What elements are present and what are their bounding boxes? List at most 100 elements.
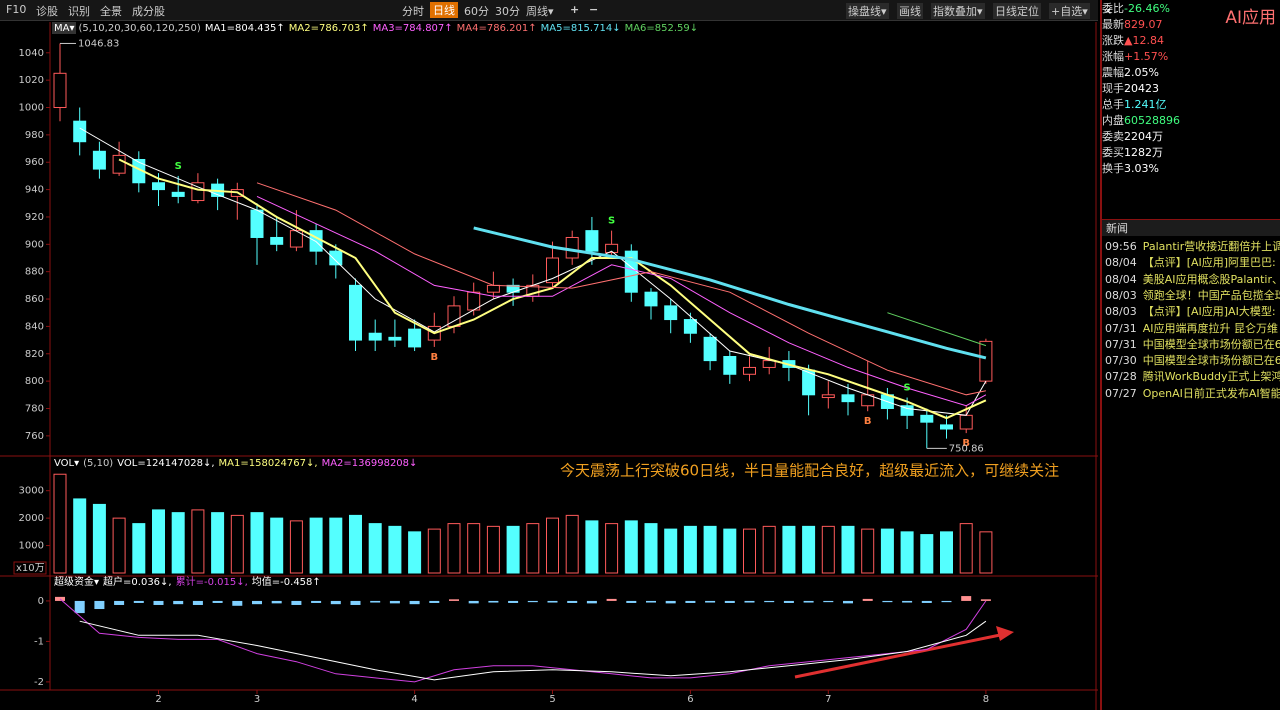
signal-label: S <box>608 216 615 227</box>
fund-bar <box>173 600 184 605</box>
indicator-box <box>52 22 76 34</box>
news-item[interactable]: 08/04 美股AI应用概念股Palantir、 <box>1105 271 1280 287</box>
legend-entry: (5,10) <box>83 458 113 469</box>
high-label: 1046.83 <box>78 38 119 49</box>
volume-bar <box>664 528 678 574</box>
y-tick-label: 860 <box>25 294 44 305</box>
volume-bar <box>526 523 540 574</box>
tool-button[interactable]: F10 <box>6 3 27 16</box>
volume-bar <box>743 528 756 574</box>
period-tab[interactable]: 日线 <box>430 2 458 18</box>
x-tick-label: 5 <box>549 694 555 705</box>
quote-label: 涨跌 <box>1102 34 1124 47</box>
ma-line <box>473 226 987 360</box>
legend-entry: 超户=0.036↓, <box>103 575 172 588</box>
news-item[interactable]: 08/03 【点评】[AI应用]AI大模型: <box>1105 303 1280 319</box>
volume-bar <box>703 525 717 574</box>
candle-body <box>349 284 362 341</box>
news-time: 08/03 <box>1105 288 1137 302</box>
news-time: 09:56 <box>1105 240 1137 253</box>
ma-line <box>59 598 987 683</box>
news-item[interactable]: 08/04 【点评】[AI应用]阿里巴巴: <box>1105 254 1280 270</box>
tool-button[interactable]: 日线定位 <box>993 3 1041 19</box>
news-text: AI应用端再度拉升 昆仑万维 <box>1142 321 1278 335</box>
news-time: 08/04 <box>1105 256 1137 270</box>
annotation: 今天震荡上行突破60日线，半日量能配合良好，超级最近流入，可继续关注 <box>560 462 1059 480</box>
volume-bar <box>624 520 638 574</box>
tool-button[interactable]: 成分股 <box>132 5 165 18</box>
news-time: 08/04 <box>1105 272 1137 286</box>
y-tick-label: 960 <box>25 157 44 168</box>
news-item[interactable]: 07/31 AI应用端再度拉升 昆仑万维 <box>1105 320 1280 336</box>
legend-entry: MA1=804.435↑ <box>205 23 285 34</box>
news-item[interactable]: 09:56 Palantir营收接近翻倍并上调 <box>1105 238 1280 254</box>
quote-value: 60528896 <box>1124 114 1180 127</box>
fund-bar <box>646 600 656 603</box>
quote-value: 2.05% <box>1124 66 1159 79</box>
candle-body <box>841 394 855 403</box>
news-item[interactable]: 07/28 腾讯WorkBuddy正式上架鸿 <box>1105 368 1280 384</box>
news-item[interactable]: 07/27 OpenAI日前正式发布AI智能 <box>1105 385 1280 401</box>
candle-body <box>191 182 205 202</box>
news-item[interactable]: 07/31 中国模型全球市场份额已在6 <box>1105 336 1280 352</box>
news-item[interactable]: 07/30 中国模型全球市场份额已在6 <box>1105 352 1280 368</box>
volume-bar <box>289 520 303 574</box>
unit-box <box>13 561 47 575</box>
signal-label: B <box>864 416 872 427</box>
fund-bar <box>882 600 893 603</box>
zoom-button[interactable]: − <box>589 3 599 16</box>
volume-bar <box>132 523 146 574</box>
unit-label: x10万 <box>16 563 45 574</box>
tool-button[interactable]: 全景 <box>100 5 122 18</box>
volume-bar <box>368 523 382 574</box>
volume-bar <box>427 528 441 574</box>
period-tab[interactable]: 60分 <box>464 5 489 18</box>
period-tab[interactable]: 周线▾ <box>526 5 554 18</box>
signal-label: B <box>430 352 438 363</box>
fund-bar <box>271 600 282 604</box>
tool-button[interactable]: 画线 <box>897 3 923 19</box>
quote-label: 总手 <box>1102 98 1124 111</box>
zoom-button[interactable]: + <box>570 3 580 16</box>
volume-bar <box>486 525 500 574</box>
candle-body <box>585 230 599 252</box>
volume-bar <box>546 517 559 574</box>
news-item[interactable]: 08/03 领跑全球！中国产品包揽全球 <box>1105 287 1280 303</box>
candle-body <box>73 120 87 143</box>
fund-bar <box>330 600 341 605</box>
candle-body <box>940 424 953 430</box>
y-tick-label: 780 <box>25 403 44 414</box>
candle-body <box>92 150 106 170</box>
news-text: 领跑全球！中国产品包揽全球 <box>1142 288 1280 302</box>
tool-button[interactable]: 诊股 <box>36 5 58 18</box>
quote-row: 最新829.07 <box>1102 16 1280 32</box>
period-tab[interactable]: 分时 <box>402 5 424 18</box>
quote-value: 3.03% <box>1124 162 1159 175</box>
fund-bar <box>232 600 243 606</box>
volume-bar <box>171 512 185 574</box>
legend-entry: MA▾ <box>54 23 75 34</box>
period-tab[interactable]: 30分 <box>495 5 520 18</box>
fund-bar <box>685 600 696 603</box>
legend-entry: VOL▾ <box>54 458 79 469</box>
tool-button[interactable]: 识别 <box>68 5 90 18</box>
news-time: 07/31 <box>1105 321 1137 335</box>
tool-button[interactable]: +自选▾ <box>1049 3 1090 19</box>
back-icon[interactable]: ‹ <box>1106 3 1112 19</box>
tool-button[interactable]: 指数叠加▾ <box>931 3 985 19</box>
y-tick-label: 980 <box>25 130 44 141</box>
volume-bar <box>723 528 737 574</box>
x-tick-label: 6 <box>687 694 693 705</box>
quote-value: ▲12.84 <box>1124 34 1164 47</box>
volume-bar <box>447 523 461 574</box>
tool-button[interactable]: 操盘线▾ <box>846 3 889 19</box>
quote-value: 20423 <box>1124 82 1159 95</box>
fund-bar <box>921 600 932 603</box>
fund-bar <box>626 600 637 603</box>
quote-row: 现手20423 <box>1102 80 1280 96</box>
volume-bar <box>230 514 244 574</box>
news-time: 07/27 <box>1105 386 1137 400</box>
volume-bar <box>940 531 953 574</box>
quote-value: 829.07 <box>1124 18 1163 31</box>
fund-bar <box>291 600 302 605</box>
